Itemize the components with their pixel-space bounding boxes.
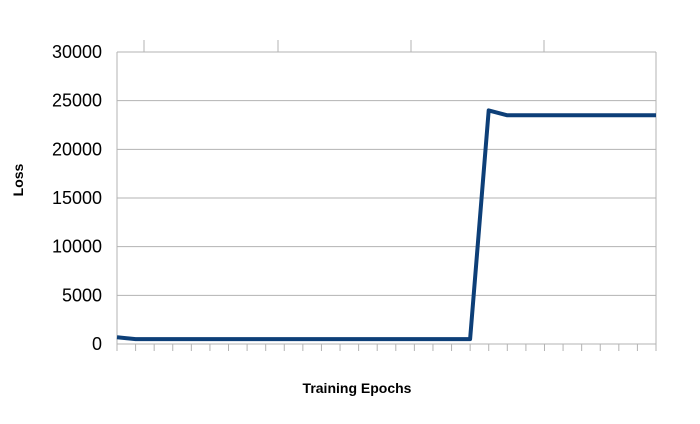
x-tick-marks — [116, 343, 657, 351]
y-tick-label: 15000 — [52, 188, 102, 208]
y-tick-label: 5000 — [62, 285, 102, 305]
y-tick-label: 25000 — [52, 91, 102, 111]
x-axis-title: Training Epochs — [303, 380, 412, 396]
y-tick-labels: 0 5000 10000 15000 20000 25000 30000 — [52, 42, 102, 354]
y-tick-label: 10000 — [52, 237, 102, 257]
y-tick-label: 30000 — [52, 42, 102, 62]
y-tick-label: 0 — [92, 334, 102, 354]
series-line-loss — [116, 108, 656, 342]
series-group — [116, 108, 657, 342]
y-axis-title: Loss — [10, 163, 26, 196]
grid-lines — [116, 40, 657, 344]
y-tick-label: 20000 — [52, 139, 102, 159]
